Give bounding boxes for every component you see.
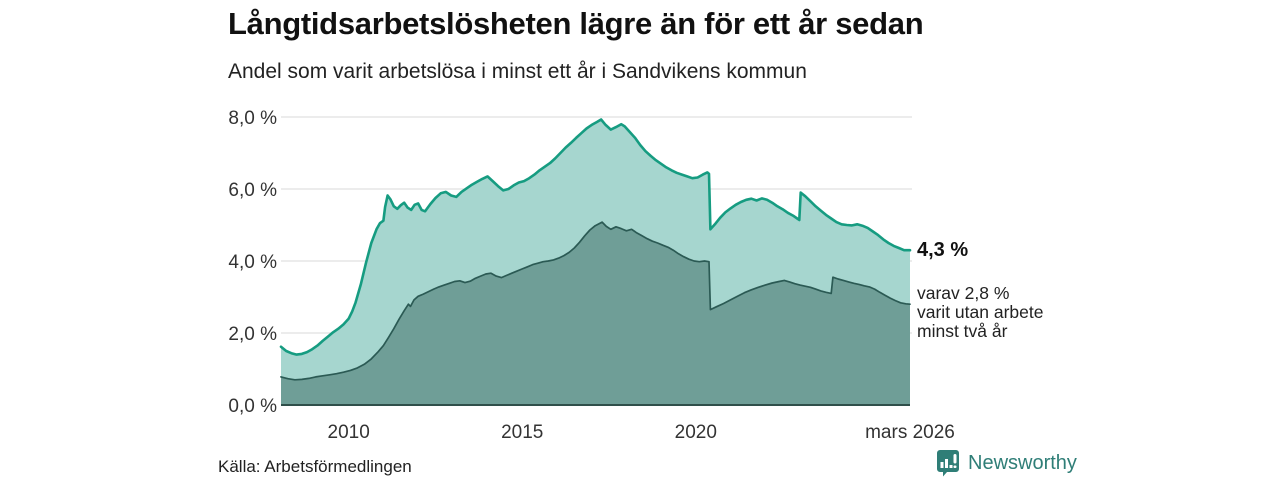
page-subtitle: Andel som varit arbetslösa i minst ett å…: [228, 60, 807, 83]
note-line-3: minst två år: [917, 321, 1008, 341]
x-tick-label: 2015: [501, 422, 543, 443]
x-tick-label: 2010: [328, 422, 370, 443]
source-note: Källa: Arbetsförmedlingen: [218, 457, 412, 476]
x-tick-label: mars 2026: [865, 422, 955, 443]
area-fill-series-2: [281, 222, 910, 405]
latest-value-label: 4,3 %: [917, 239, 969, 261]
page-title: Långtidsarbetslösheten lägre än för ett …: [228, 6, 924, 41]
y-tick-label: 8,0 %: [228, 108, 277, 129]
area-line-series-1: [279, 118, 912, 356]
y-tick-label: 6,0 %: [228, 180, 277, 201]
note-line-2: varit utan arbete: [917, 302, 1044, 322]
latest-value-note: varav 2,8 % varit utan arbete minst två …: [917, 284, 1043, 341]
y-tick-label: 2,0 %: [228, 324, 277, 345]
x-tick-label: 2020: [675, 422, 717, 443]
brand-name: Newsworthy: [968, 451, 1077, 474]
y-tick-label: 0,0 %: [228, 396, 277, 417]
newsworthy-logo: Newsworthy: [936, 449, 1077, 477]
area-line-series-2: [280, 221, 911, 381]
y-tick-label: 4,0 %: [228, 252, 277, 273]
note-line-1: varav 2,8 %: [917, 283, 1010, 303]
newsworthy-logo-icon: [937, 450, 959, 477]
